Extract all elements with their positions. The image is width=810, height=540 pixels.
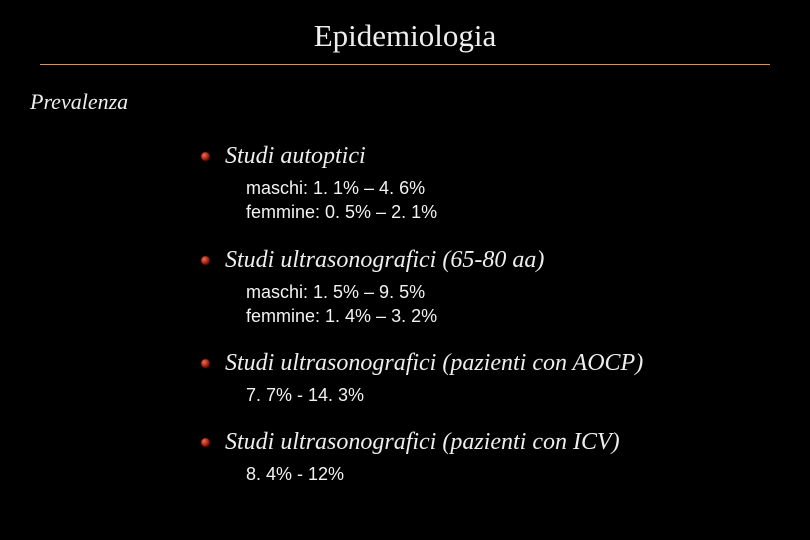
subtext-line: 8. 4% - 12% [246, 462, 770, 486]
subtext-line: 7. 7% - 14. 3% [246, 383, 770, 407]
item-title: Studi autoptici [225, 143, 366, 170]
title-rule [40, 64, 770, 65]
list-item: Studi autoptici maschi: 1. 1% – 4. 6% fe… [200, 143, 770, 225]
content: Studi autoptici maschi: 1. 1% – 4. 6% fe… [200, 143, 770, 487]
item-subtext: maschi: 1. 1% – 4. 6% femmine: 0. 5% – 2… [246, 176, 770, 225]
slide-subtitle: Prevalenza [30, 89, 770, 115]
subtext-line: maschi: 1. 5% – 9. 5% [246, 280, 770, 304]
item-subtext: 8. 4% - 12% [246, 462, 770, 486]
slide-title: Epidemiologia [40, 18, 770, 54]
bullet-icon [200, 151, 211, 162]
item-title: Studi ultrasonografici (65-80 aa) [225, 247, 544, 274]
bullet-icon [200, 255, 211, 266]
bullet-icon [200, 437, 211, 448]
subtext-line: maschi: 1. 1% – 4. 6% [246, 176, 770, 200]
item-subtext: maschi: 1. 5% – 9. 5% femmine: 1. 4% – 3… [246, 280, 770, 329]
list-item: Studi ultrasonografici (pazienti con ICV… [200, 429, 770, 486]
item-head: Studi ultrasonografici (pazienti con ICV… [200, 429, 770, 456]
item-subtext: 7. 7% - 14. 3% [246, 383, 770, 407]
subtext-line: femmine: 1. 4% – 3. 2% [246, 304, 770, 328]
item-head: Studi autoptici [200, 143, 770, 170]
item-title: Studi ultrasonografici (pazienti con AOC… [225, 350, 643, 377]
item-head: Studi ultrasonografici (pazienti con AOC… [200, 350, 770, 377]
item-head: Studi ultrasonografici (65-80 aa) [200, 247, 770, 274]
list-item: Studi ultrasonografici (pazienti con AOC… [200, 350, 770, 407]
item-title: Studi ultrasonografici (pazienti con ICV… [225, 429, 620, 456]
slide: Epidemiologia Prevalenza Studi autoptici… [0, 0, 810, 540]
subtext-line: femmine: 0. 5% – 2. 1% [246, 200, 770, 224]
list-item: Studi ultrasonografici (65-80 aa) maschi… [200, 247, 770, 329]
bullet-icon [200, 358, 211, 369]
